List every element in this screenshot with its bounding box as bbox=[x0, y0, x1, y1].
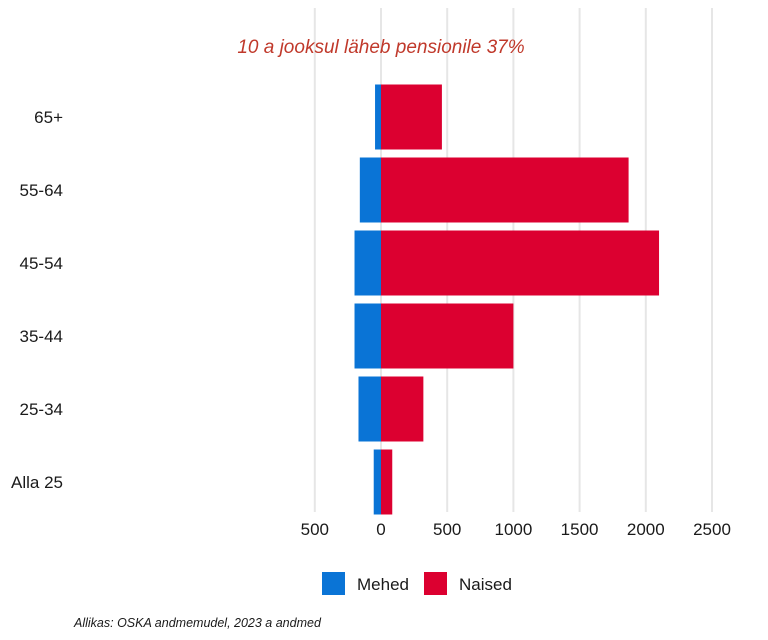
y-tick-label: 55-64 bbox=[20, 181, 63, 200]
x-tick-label: 2500 bbox=[693, 520, 731, 539]
bar-mehed-45-54 bbox=[354, 230, 381, 296]
bars bbox=[354, 84, 660, 515]
bar-mehed-65+ bbox=[375, 84, 381, 150]
legend-label-naised: Naised bbox=[459, 575, 512, 594]
legend-swatch-naised bbox=[424, 572, 447, 595]
x-tick-label: 1500 bbox=[561, 520, 599, 539]
bar-mehed-25-34 bbox=[358, 376, 381, 442]
bar-mehed-35-44 bbox=[354, 303, 381, 369]
x-tick-label: 1000 bbox=[494, 520, 532, 539]
bar-naised-35-44 bbox=[381, 303, 514, 369]
x-axis-tick-labels: 500 0 500 1000 1500 2000 2500 bbox=[301, 520, 731, 539]
bar-naised-65+ bbox=[381, 84, 442, 150]
bar-naised-alla-25 bbox=[381, 449, 393, 515]
bar-naised-55-64 bbox=[381, 157, 629, 223]
y-tick-label: 65+ bbox=[34, 108, 63, 127]
bar-naised-25-34 bbox=[381, 376, 424, 442]
x-tick-label: 500 bbox=[433, 520, 461, 539]
chart-subtitle: 10 a jooksul läheb pensionile 37% bbox=[237, 37, 524, 58]
legend-label-mehed: Mehed bbox=[357, 575, 409, 594]
bar-naised-45-54 bbox=[381, 230, 660, 296]
bar-mehed-55-64 bbox=[359, 157, 381, 223]
x-tick-label: 0 bbox=[376, 520, 385, 539]
x-tick-label: 500 bbox=[301, 520, 329, 539]
bar-mehed-alla-25 bbox=[373, 449, 381, 515]
y-tick-label: 45-54 bbox=[20, 254, 63, 273]
legend: Mehed Naised bbox=[322, 572, 512, 595]
y-tick-label: 25-34 bbox=[20, 400, 63, 419]
y-tick-label: 35-44 bbox=[20, 327, 63, 346]
x-tick-label: 2000 bbox=[627, 520, 665, 539]
y-axis-tick-labels: Alla 25 25-34 35-44 45-54 55-64 65+ bbox=[11, 108, 63, 492]
y-tick-label: Alla 25 bbox=[11, 473, 63, 492]
legend-swatch-mehed bbox=[322, 572, 345, 595]
source-note: Allikas: OSKA andmemudel, 2023 a andmed bbox=[74, 616, 321, 630]
